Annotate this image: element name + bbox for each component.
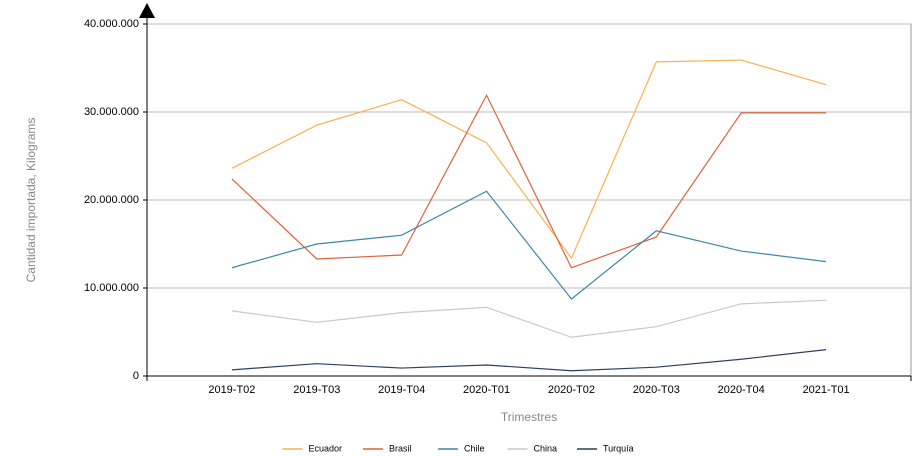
- y-tick-label: 10.000.000: [84, 282, 139, 294]
- x-tick-label: 2020-T02: [548, 384, 595, 396]
- y-axis-title: Cantidad importada, Kilograms: [24, 118, 38, 283]
- y-tick-label: 40.000.000: [84, 18, 139, 30]
- series-line: [231, 59, 827, 260]
- series-line: [231, 299, 827, 338]
- x-tick-label: 2019-T03: [293, 384, 340, 396]
- series-line: [231, 93, 827, 269]
- x-tick-label: 2020-T03: [633, 384, 680, 396]
- series-line: [231, 190, 827, 300]
- series-line: [231, 349, 827, 372]
- x-axis-title: Trimestres: [501, 410, 557, 424]
- y-tick-label: 20.000.000: [84, 194, 139, 206]
- y-tick-label: 30.000.000: [84, 106, 139, 118]
- legend-text: Ecuador: [309, 443, 343, 453]
- legend-text: Chile: [464, 443, 485, 453]
- x-tick-label: 2021-T01: [803, 384, 850, 396]
- x-tick-label: 2019-T04: [378, 384, 425, 396]
- y-axis-arrow: [139, 3, 155, 18]
- x-tick-label: 2020-T04: [718, 384, 765, 396]
- x-tick-label: 2019-T02: [208, 384, 255, 396]
- x-tick-label: 2020-T01: [463, 384, 510, 396]
- legend-text: Turquía: [603, 443, 634, 453]
- legend-text: Brasil: [389, 443, 412, 453]
- legend-text: China: [534, 443, 558, 453]
- y-tick-label: 0: [133, 370, 139, 382]
